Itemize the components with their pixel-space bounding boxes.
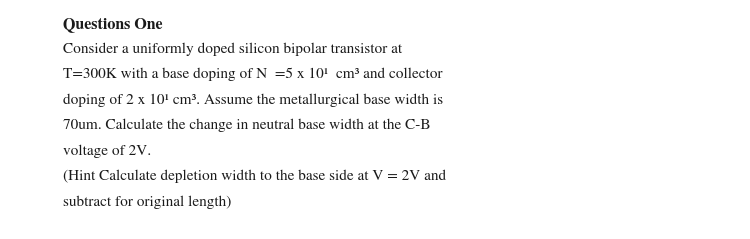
Text: doping of 2 x 10¹⁵cm³. Assume the metallurgical base width is: doping of 2 x 10¹⁵cm³. Assume the metall… [63,93,443,107]
Text: (Hint Calculate depletion width to the base side at V = 2V and: (Hint Calculate depletion width to the b… [63,170,446,183]
Text: subtract for original length): subtract for original length) [63,196,231,209]
Text: voltage of 2V.: voltage of 2V. [63,145,151,158]
Text: Questions One: Questions One [63,17,163,32]
Text: T=300K with a base doping of Nₙ =5 x 10¹⁶ cm³ and collector: T=300K with a base doping of Nₙ =5 x 10¹… [63,68,442,81]
Text: 70um. Calculate the change in neutral base width at the C-B: 70um. Calculate the change in neutral ba… [63,119,430,132]
Text: Consider a uniformly doped silicon bipolar transistor at: Consider a uniformly doped silicon bipol… [63,43,402,56]
